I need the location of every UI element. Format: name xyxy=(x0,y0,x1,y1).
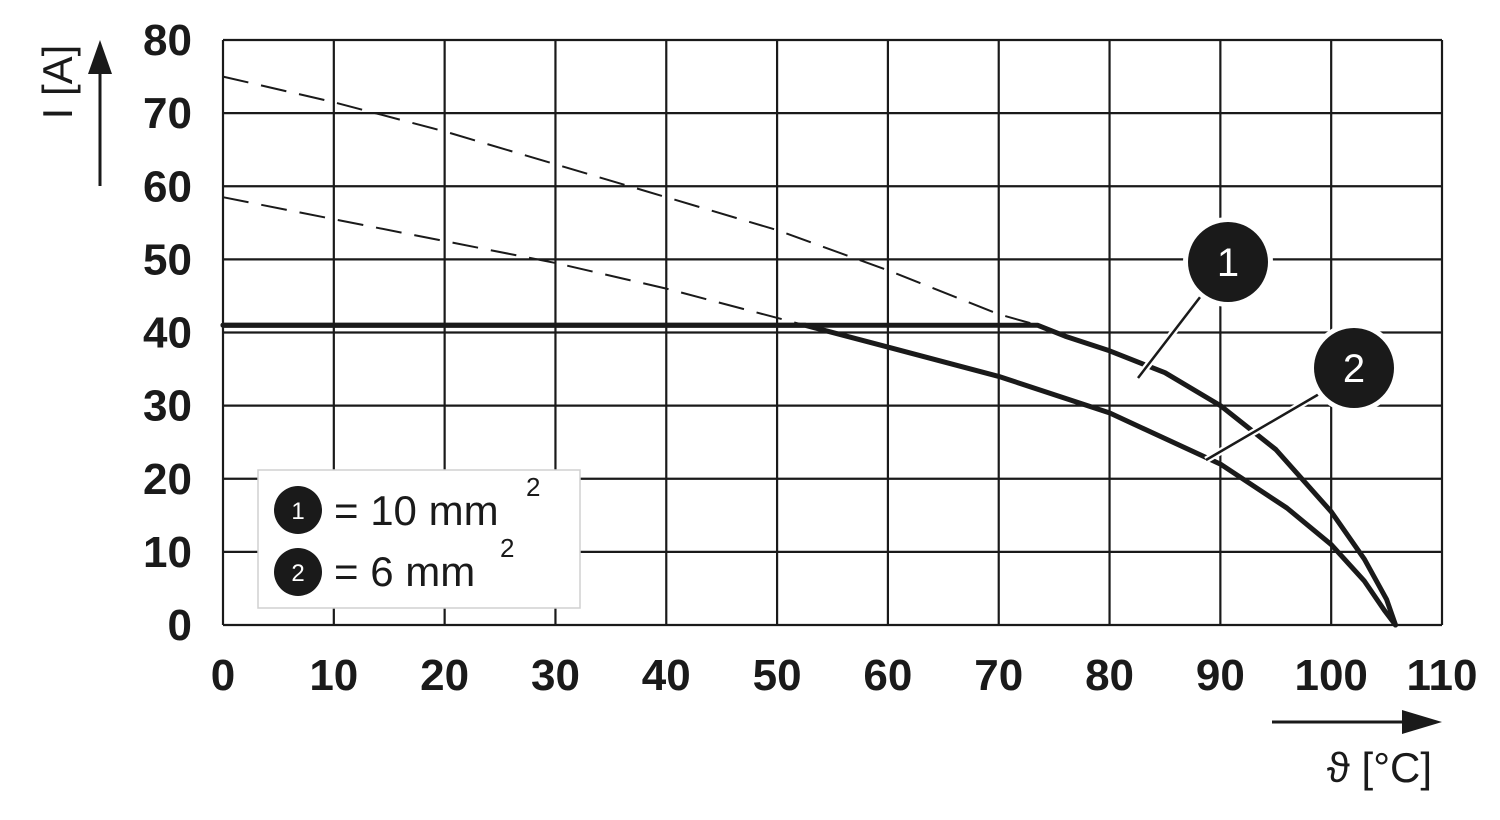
y-tick-label: 30 xyxy=(143,382,192,431)
x-tick-label: 110 xyxy=(1407,651,1478,700)
y-tick-label: 10 xyxy=(143,528,192,577)
x-tick-label: 20 xyxy=(420,651,469,700)
marker-1-label: 1 xyxy=(1217,241,1239,285)
legend-marker-1-label: 1 xyxy=(291,498,304,525)
derating-curves xyxy=(220,322,1398,628)
y-tick-label: 50 xyxy=(143,235,192,284)
x-axis-arrow-icon xyxy=(1402,710,1442,734)
legend-item-2: 2 = 6 mm 2 xyxy=(274,533,514,596)
y-tick-label: 80 xyxy=(143,16,192,65)
y-axis-arrow-icon xyxy=(88,40,112,74)
x-tick-label: 100 xyxy=(1294,651,1367,700)
marker-2-label: 2 xyxy=(1343,347,1365,391)
x-tick-label: 50 xyxy=(753,651,802,700)
y-tick-label: 40 xyxy=(143,309,192,358)
legend-item-1: 1 = 10 mm 2 xyxy=(274,472,540,534)
y-axis-label: I [A] xyxy=(34,45,81,120)
y-tick-label: 70 xyxy=(143,89,192,138)
marker-1-circle xyxy=(1188,222,1268,302)
marker-2-leader-line xyxy=(1205,388,1327,462)
y-axis-title: I [A] xyxy=(34,40,112,186)
dashed-extrapolations xyxy=(222,75,1038,327)
x-tick-label: 30 xyxy=(531,651,580,700)
legend-label-2: = 6 mm xyxy=(334,548,475,595)
legend-marker-1-icon xyxy=(274,486,322,534)
legend-sup-2: 2 xyxy=(500,533,514,563)
legend-label-1: = 10 mm xyxy=(334,487,499,534)
y-tick-label: 60 xyxy=(143,162,192,211)
series-1-curve xyxy=(220,322,1398,628)
curve-marker-1: 1 xyxy=(1135,217,1273,381)
curve-marker-2: 2 xyxy=(1204,323,1399,464)
x-tick-label: 70 xyxy=(974,651,1023,700)
x-tick-label: 90 xyxy=(1196,651,1245,700)
marker-1-leader-line xyxy=(1137,291,1205,379)
series-2-curve xyxy=(220,322,1398,628)
x-tick-label: 10 xyxy=(309,651,358,700)
legend-marker-2-label: 2 xyxy=(291,560,304,587)
y-tick-label: 0 xyxy=(168,601,192,650)
x-tick-label: 80 xyxy=(1085,651,1134,700)
legend: 1 = 10 mm 2 2 = 6 mm 2 xyxy=(257,469,581,609)
x-tick-label: 60 xyxy=(863,651,912,700)
series-2-dashed-line xyxy=(222,196,806,327)
x-tick-label: 40 xyxy=(642,651,691,700)
tick-labels: 0 10 20 30 40 50 60 70 80 90 100 110 0 10 20 30 40 50 60 70… xyxy=(143,16,1477,700)
y-tick-label: 20 xyxy=(143,455,192,504)
legend-marker-2-icon xyxy=(274,548,322,596)
legend-sup-1: 2 xyxy=(526,472,540,502)
x-axis-title: ϑ [°C] xyxy=(1272,710,1442,791)
marker-2-circle xyxy=(1314,328,1394,408)
x-axis-label: ϑ [°C] xyxy=(1327,744,1432,791)
x-tick-label: 0 xyxy=(211,651,235,700)
